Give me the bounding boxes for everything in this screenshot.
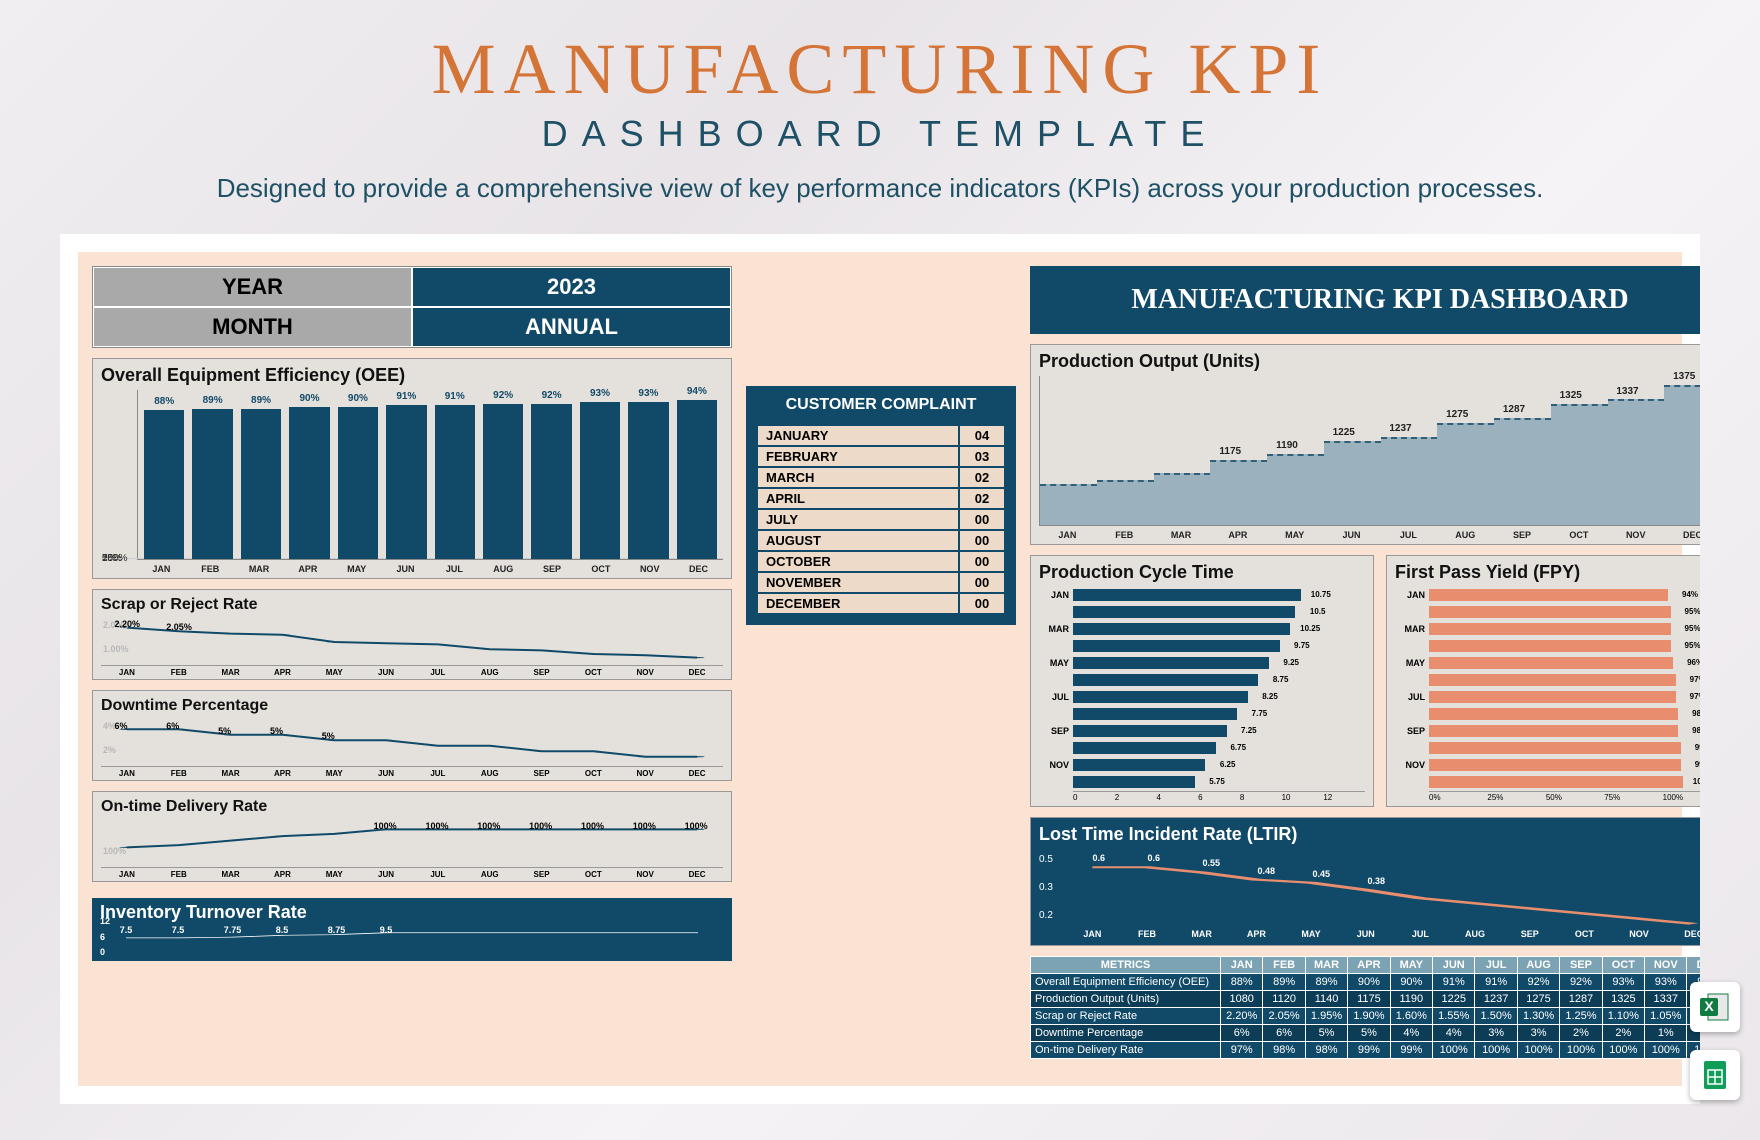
complaint-panel: CUSTOMER COMPLAINT JANUARY04FEBRUARY03MA… [746,386,1016,625]
year-value[interactable]: 2023 [412,267,731,307]
scrap-title: Scrap or Reject Rate [101,596,723,614]
hero: MANUFACTURING KPI DASHBOARD TEMPLATE [0,0,1760,155]
downtime-title: Downtime Percentage [101,697,723,715]
right-column: MANUFACTURING KPI DASHBOARD Production O… [1030,266,1700,1072]
output-panel: Production Output (Units) 11751190122512… [1030,344,1700,545]
left-column: YEAR 2023 MONTH ANNUAL Overall Equipment… [92,266,732,1072]
year-label: YEAR [93,267,412,307]
scrap-panel: Scrap or Reject Rate 1.00%2.00%2.20%2.05… [92,589,732,680]
hero-desc: Designed to provide a comprehensive view… [0,173,1760,204]
downtime-chart: 2%4%6%6%5%5%5% [101,719,723,767]
month-label: MONTH [93,307,412,347]
fpy-panel: First Pass Yield (FPY) JAN94%95%MAR95%95… [1386,555,1700,807]
dashboard-banner: MANUFACTURING KPI DASHBOARD [1030,266,1700,334]
cycle-title: Production Cycle Time [1039,562,1365,583]
dashboard-inner: YEAR 2023 MONTH ANNUAL Overall Equipment… [78,252,1682,1086]
oee-panel: Overall Equipment Efficiency (OEE) 0%25%… [92,358,732,579]
app-icons: X [1690,982,1740,1100]
scrap-chart: 1.00%2.00%2.20%2.05% [101,618,723,666]
inventory-chart: 06127.57.57.758.58.759.5 [100,923,724,957]
cycle-chart: JAN10.7510.5MAR10.259.75MAY9.258.75JUL8.… [1039,587,1365,790]
output-chart: 117511901225123712751287132513371375 [1039,376,1700,526]
complaint-title: CUSTOMER COMPLAINT [756,396,1006,414]
downtime-panel: Downtime Percentage 2%4%6%6%5%5%5% JANFE… [92,690,732,781]
metrics-table: METRICSJANFEBMARAPRMAYJUNJULAUGSEPOCTNOV… [1030,956,1700,1059]
inventory-title: Inventory Turnover Rate [100,902,724,923]
fpy-chart: JAN94%95%MAR95%95%MAY96%97%JUL97%98%SEP9… [1395,587,1700,790]
ltir-chart: 0.20.30.50.60.60.550.480.450.38 [1039,849,1700,929]
excel-icon[interactable]: X [1690,982,1740,1032]
output-title: Production Output (Units) [1039,351,1700,372]
middle-column: CUSTOMER COMPLAINT JANUARY04FEBRUARY03MA… [746,266,1016,1072]
oee-chart: 0%25%50%75%100%88%89%89%90%90%91%91%92%9… [137,390,723,560]
ontime-title: On-time Delivery Rate [101,798,723,816]
month-value[interactable]: ANNUAL [412,307,731,347]
ontime-chart: 100%100%100%100%100%100%100%100% [101,820,723,868]
hero-subtitle: DASHBOARD TEMPLATE [0,113,1760,155]
dashboard-frame: YEAR 2023 MONTH ANNUAL Overall Equipment… [60,234,1700,1104]
ltir-panel: Lost Time Incident Rate (LTIR) 0.20.30.5… [1030,817,1700,946]
fpy-title: First Pass Yield (FPY) [1395,562,1700,583]
cycle-panel: Production Cycle Time JAN10.7510.5MAR10.… [1030,555,1374,807]
complaint-table: JANUARY04FEBRUARY03MARCH02APRIL02JULY00A… [756,424,1006,615]
ontime-panel: On-time Delivery Rate 100%100%100%100%10… [92,791,732,882]
ltir-title: Lost Time Incident Rate (LTIR) [1039,824,1700,845]
svg-text:X: X [1704,998,1714,1014]
oee-title: Overall Equipment Efficiency (OEE) [101,365,723,386]
inventory-panel: Inventory Turnover Rate 06127.57.57.758.… [92,898,732,961]
sheets-icon[interactable] [1690,1050,1740,1100]
hero-title: MANUFACTURING KPI [0,28,1760,111]
period-selector: YEAR 2023 MONTH ANNUAL [92,266,732,348]
